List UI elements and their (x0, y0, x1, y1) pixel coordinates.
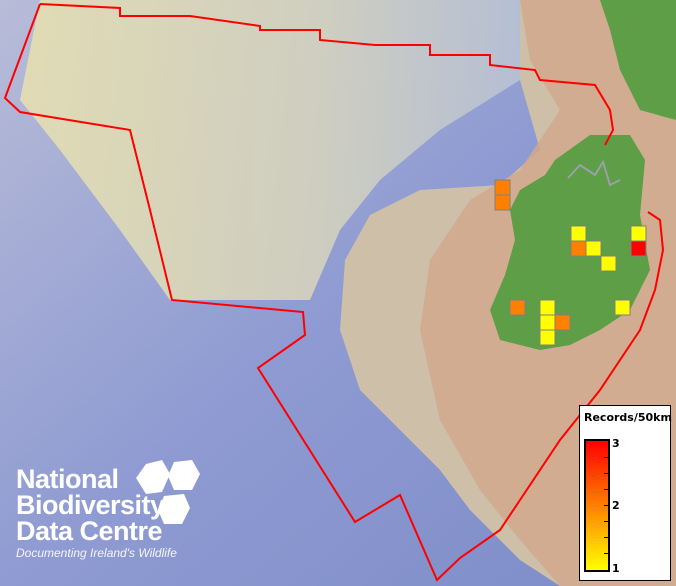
record-cell[interactable] (585, 240, 602, 257)
record-cell[interactable] (614, 299, 631, 316)
ireland-land (490, 135, 650, 350)
legend: Records/50km 3 2 1 (579, 405, 672, 581)
record-cell[interactable] (630, 240, 647, 257)
record-cell[interactable] (539, 314, 556, 331)
continental-shelf-north (20, 0, 520, 300)
record-cell[interactable] (539, 329, 556, 346)
legend-min-label: 1 (612, 562, 620, 575)
records-grid (494, 179, 647, 346)
legend-color-bar (584, 439, 610, 572)
record-cell[interactable] (509, 299, 526, 316)
record-cell[interactable] (539, 299, 556, 316)
record-cell[interactable] (570, 240, 587, 257)
logo-line-3: Data Centre (16, 516, 163, 546)
northern-ireland-border (567, 159, 621, 187)
nbdc-logo: National Biodiversity Data Centre Docume… (16, 460, 200, 560)
record-cell[interactable] (630, 225, 647, 242)
logo-line-2: Biodiversity (16, 490, 165, 520)
record-cell[interactable] (554, 314, 571, 331)
logo-line-1: National (16, 464, 119, 494)
boundary-line (39, 3, 615, 146)
record-cell[interactable] (494, 194, 511, 211)
boundary-line-west (3, 3, 665, 582)
legend-mid-label: 2 (612, 499, 620, 512)
record-cell[interactable] (600, 255, 617, 272)
legend-title: Records/50km (584, 411, 672, 424)
scotland-land (600, 0, 676, 120)
logo-tagline: Documenting Ireland's Wildlife (16, 546, 177, 560)
record-cell[interactable] (494, 179, 511, 196)
logo-hexagons-icon (136, 460, 200, 524)
record-cell[interactable] (570, 225, 587, 242)
legend-max-label: 3 (612, 437, 620, 450)
